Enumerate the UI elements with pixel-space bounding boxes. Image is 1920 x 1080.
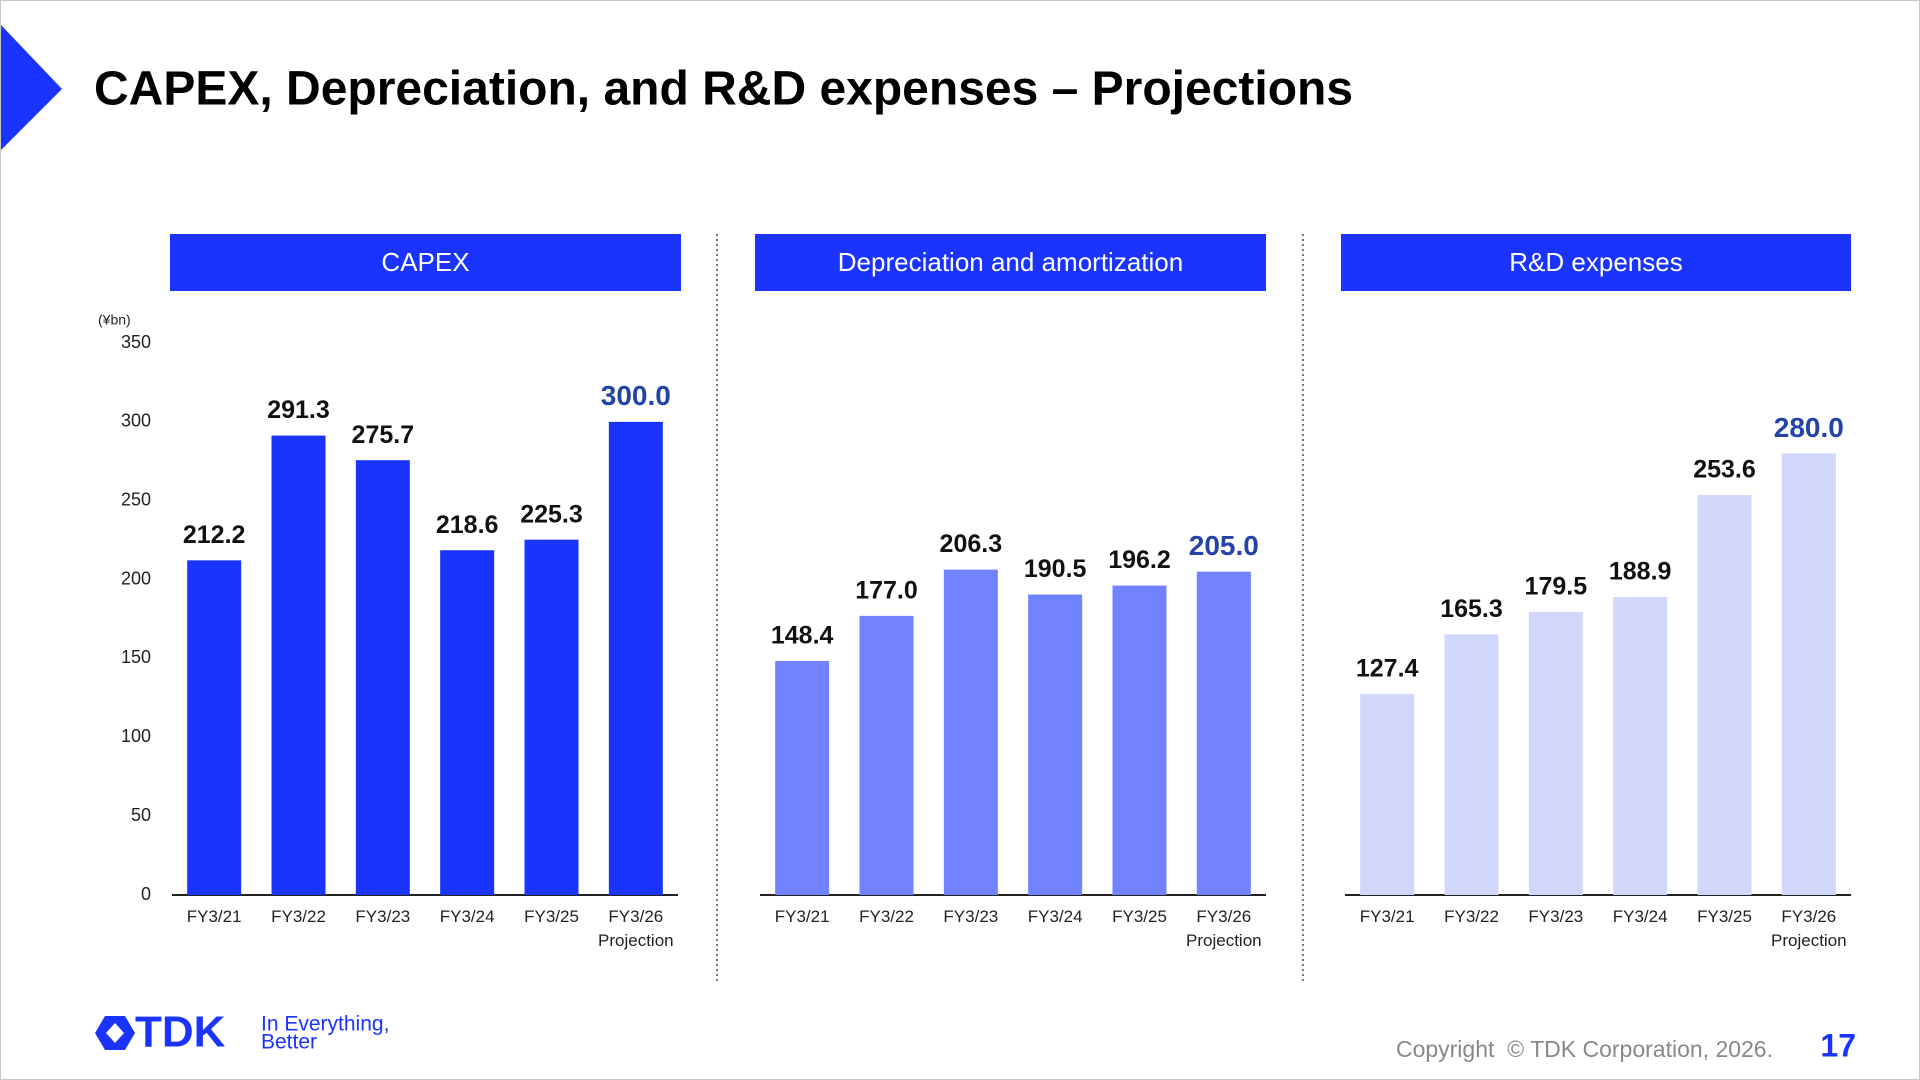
- bar: [440, 550, 495, 895]
- y-tick-label: 0: [141, 884, 151, 904]
- x-tick-label: FY3/23: [943, 907, 999, 926]
- value-label: 275.7: [352, 421, 415, 449]
- y-tick-label: 200: [121, 568, 151, 588]
- bar: [1528, 611, 1583, 895]
- x-tick-label: FY3/26 Projection: [598, 907, 674, 950]
- y-tick-label: 150: [121, 647, 151, 667]
- bar: [1781, 453, 1836, 895]
- bar: [355, 460, 410, 895]
- x-tick-label: FY3/26 Projection: [1186, 907, 1262, 950]
- bar: [524, 539, 579, 895]
- accent-triangle: [1, 25, 62, 150]
- bar: [1196, 571, 1251, 895]
- value-label: 225.3: [520, 500, 583, 528]
- value-label: 165.3: [1440, 595, 1503, 623]
- x-tick-label: FY3/22: [1444, 907, 1499, 926]
- bar: [1613, 597, 1668, 895]
- tagline: Better: [261, 1031, 317, 1054]
- x-tick-label: FY3/21: [186, 907, 242, 926]
- value-label: 212.2: [183, 521, 246, 549]
- value-label: 253.6: [1693, 456, 1756, 484]
- value-label: 188.9: [1609, 558, 1672, 586]
- chart-title: CAPEX: [170, 234, 681, 291]
- value-label: 148.4: [771, 622, 834, 650]
- x-tick-label: FY3/24: [1027, 907, 1083, 926]
- chart-title: R&D expenses: [1341, 234, 1851, 291]
- y-tick-label: 100: [121, 726, 151, 746]
- bar: [271, 435, 326, 895]
- x-tick-label: FY3/25: [1112, 907, 1167, 926]
- y-axis-unit: (¥bn): [98, 312, 131, 328]
- y-tick-label: 350: [121, 332, 151, 352]
- bar: [1444, 634, 1499, 895]
- y-tick-label: 50: [131, 805, 151, 825]
- chart-title: Depreciation and amortization: [755, 234, 1266, 291]
- x-tick-label: FY3/24: [1612, 907, 1668, 926]
- tagline: In Everything,: [261, 1013, 389, 1036]
- bar: [608, 421, 663, 895]
- value-label: 179.5: [1525, 573, 1588, 601]
- bar: [1697, 495, 1752, 895]
- value-label: 196.2: [1108, 546, 1171, 574]
- value-label: 300.0: [601, 380, 671, 411]
- x-tick-label: FY3/23: [355, 907, 411, 926]
- value-label: 127.4: [1356, 655, 1419, 683]
- bar: [1028, 594, 1083, 895]
- value-label: 205.0: [1189, 530, 1259, 561]
- value-label: 291.3: [267, 396, 330, 424]
- value-label: 206.3: [940, 530, 1003, 558]
- x-tick-label: FY3/25: [1697, 907, 1752, 926]
- value-label: 280.0: [1774, 412, 1844, 443]
- x-tick-label: FY3/22: [271, 907, 326, 926]
- x-tick-label: FY3/25: [524, 907, 579, 926]
- y-tick-label: 300: [121, 411, 151, 431]
- page-number: 17: [1820, 1027, 1856, 1063]
- x-tick-label: FY3/23: [1528, 907, 1584, 926]
- x-tick-label: FY3/26 Projection: [1771, 907, 1847, 950]
- bar: [1112, 585, 1167, 895]
- value-label: 218.6: [436, 511, 499, 539]
- copyright: Copyright © TDK Corporation, 2026.: [1396, 1036, 1773, 1062]
- logo-text: TDK: [135, 1008, 226, 1057]
- bar: [943, 569, 998, 895]
- value-label: 190.5: [1024, 555, 1087, 583]
- x-tick-label: FY3/22: [859, 907, 914, 926]
- x-tick-label: FY3/21: [1359, 907, 1415, 926]
- bar: [187, 560, 242, 895]
- bar: [1360, 694, 1415, 895]
- value-label: 177.0: [855, 576, 918, 604]
- slide-title: CAPEX, Depreciation, and R&D expenses – …: [94, 63, 1353, 116]
- bar: [859, 615, 914, 895]
- x-tick-label: FY3/24: [439, 907, 495, 926]
- bar: [775, 660, 830, 895]
- logo-icon: [95, 1016, 135, 1050]
- x-tick-label: FY3/21: [774, 907, 830, 926]
- y-tick-label: 250: [121, 489, 151, 509]
